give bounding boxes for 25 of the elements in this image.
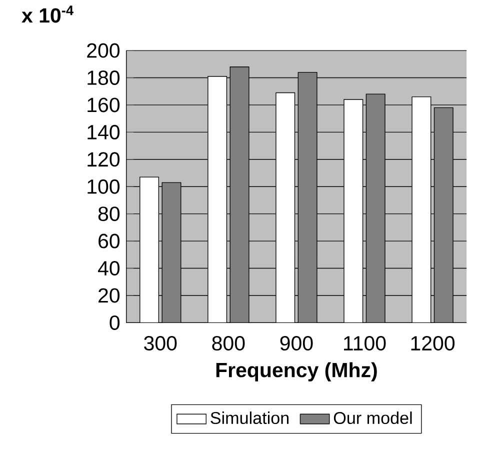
- legend-label: Our model: [334, 411, 412, 424]
- x-tick-label: 1100: [344, 336, 386, 350]
- x-tick-label: 300: [144, 336, 177, 350]
- y-tick-label: 180: [88, 70, 120, 85]
- bar: [298, 72, 318, 323]
- y-tick-label: 20: [98, 288, 120, 303]
- y-tick-label: 120: [88, 152, 120, 166]
- y-tick-label: 140: [88, 124, 120, 140]
- x-tick-label: 800: [212, 336, 245, 350]
- bar: [434, 107, 454, 323]
- y-tick-label: 200: [87, 43, 120, 58]
- x-tick-label: 900: [280, 336, 313, 350]
- y-axis-title: x 10$^{-4}$: [22, 6, 74, 23]
- bar: [230, 66, 250, 323]
- y-tick-label: 100: [88, 179, 120, 194]
- y-tick-label: 60: [98, 234, 120, 248]
- legend-label: Simulation: [210, 411, 288, 424]
- y-tick-label: 80: [98, 206, 120, 221]
- bar: [366, 94, 386, 323]
- y-tick-label: 40: [98, 260, 120, 276]
- y-tick-label: 160: [88, 98, 120, 112]
- x-axis-title: Frequency (Mhz): [216, 362, 377, 382]
- y-tick-label: 0: [110, 315, 120, 330]
- bar: [162, 182, 182, 323]
- x-tick-label: 1200: [411, 336, 455, 350]
